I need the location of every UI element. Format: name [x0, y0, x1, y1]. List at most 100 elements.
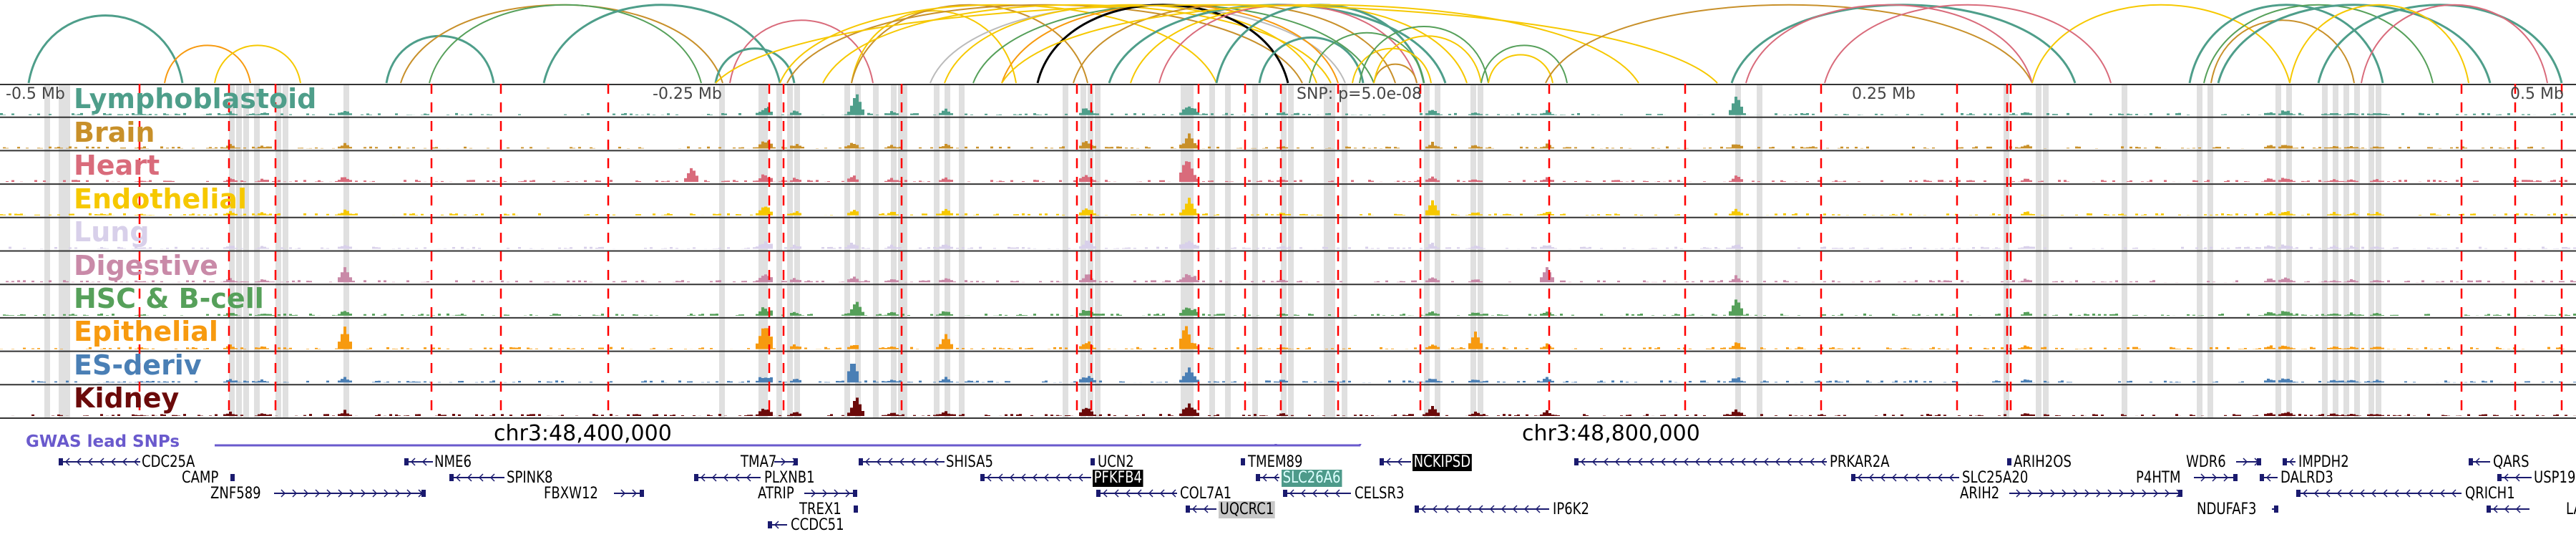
strand-arrow-right-icon: [811, 489, 816, 498]
gene-arih2os[interactable]: ARIH2OS: [2014, 453, 2072, 471]
tick-minus-0.25mb: -0.25 Mb: [653, 85, 722, 103]
strand-arrow-left-icon: [478, 473, 484, 482]
gene-ip6k2[interactable]: IP6K2: [1553, 500, 1589, 518]
gene-ccdc51[interactable]: CCDC51: [791, 516, 844, 534]
interaction-arc: [822, 4, 1332, 84]
gene-uqcrc1[interactable]: UQCRC1: [1219, 500, 1276, 518]
strand-arrow-right-icon: [338, 489, 343, 498]
strand-arrow-left-icon: [2405, 489, 2411, 498]
strand-arrow-left-icon: [1102, 489, 1108, 498]
interaction-arc: [1258, 37, 1365, 84]
strand-arrow-left-icon: [711, 473, 717, 482]
gene-model: [1241, 458, 1245, 465]
strand-arrow-left-icon: [922, 458, 927, 466]
gene-usp19[interactable]: USP19: [2534, 469, 2576, 487]
gene-model: [1851, 473, 1959, 482]
strand-arrow-left-icon: [1786, 458, 1792, 466]
strand-arrow-right-icon: [792, 458, 798, 466]
strand-arrow-left-icon: [421, 458, 427, 466]
gene-cdc25a[interactable]: CDC25A: [142, 453, 195, 471]
gene-qars[interactable]: QARS: [2493, 453, 2529, 471]
gene-celsr3[interactable]: CELSR3: [1355, 485, 1405, 503]
interaction-arc: [2217, 4, 2492, 84]
gene-ucn2[interactable]: UCN2: [1098, 453, 1134, 471]
gene-model: [1283, 489, 1351, 498]
gene-shisa5[interactable]: SHISA5: [946, 453, 993, 471]
gene-model: [2236, 458, 2261, 466]
strand-arrow-left-icon: [2394, 489, 2399, 498]
strand-arrow-left-icon: [1055, 473, 1060, 482]
strand-arrow-left-icon: [1171, 489, 1176, 498]
interaction-arc: [214, 44, 301, 84]
gene-fbxw12[interactable]: FBXW12: [544, 485, 598, 503]
gene-nckipsd[interactable]: NCKIPSD: [1413, 453, 1472, 471]
gene-impdh2[interactable]: IMPDH2: [2298, 453, 2349, 471]
interaction-arc: [164, 44, 251, 84]
gene-model: [2283, 458, 2296, 466]
strand-arrow-left-icon: [1323, 489, 1329, 498]
gene-znf589[interactable]: ZNF589: [210, 485, 261, 503]
strand-arrow-left-icon: [986, 473, 992, 482]
strand-arrow-left-icon: [1032, 473, 1038, 482]
gene-pfkfb4[interactable]: PFKFB4: [1093, 469, 1143, 487]
strand-arrow-left-icon: [700, 473, 706, 482]
strand-arrow-left-icon: [1926, 473, 1931, 482]
strand-arrow-left-icon: [1125, 489, 1131, 498]
strand-arrow-left-icon: [2382, 489, 2388, 498]
gene-tmem89[interactable]: TMEM89: [1248, 453, 1303, 471]
strand-arrow-left-icon: [2515, 505, 2521, 513]
strand-arrow-left-icon: [1948, 473, 1954, 482]
gene-exon: [853, 490, 857, 497]
strand-arrow-left-icon: [1159, 489, 1165, 498]
strand-arrow-left-icon: [467, 473, 472, 482]
strand-arrow-left-icon: [723, 473, 728, 482]
gene-ndufaf3[interactable]: NDUFAF3: [2197, 500, 2257, 518]
gene-col7a1[interactable]: COL7A1: [1180, 485, 1232, 503]
strand-arrow-right-icon: [372, 489, 378, 498]
gene-exon: [2283, 458, 2287, 465]
strand-arrow-right-icon: [2096, 489, 2102, 498]
strand-arrow-right-icon: [384, 489, 389, 498]
strand-arrow-left-icon: [1385, 458, 1391, 466]
interaction-arc: [1373, 63, 1418, 84]
gene-prkar2a[interactable]: PRKAR2A: [1830, 453, 1890, 471]
strand-arrow-left-icon: [1289, 489, 1294, 498]
strand-arrow-left-icon: [2302, 489, 2308, 498]
gene-lamb2[interactable]: LAMB2: [2566, 500, 2576, 518]
strand-arrow-left-icon: [1809, 458, 1815, 466]
gene-atrip[interactable]: ATRIP: [758, 485, 794, 503]
strand-arrow-right-icon: [292, 489, 298, 498]
strand-arrow-left-icon: [455, 473, 461, 482]
gene-exon: [2497, 474, 2502, 481]
strand-arrow-left-icon: [1443, 505, 1449, 513]
gene-dalrd3[interactable]: DALRD3: [2280, 469, 2333, 487]
gene-slc26a6[interactable]: SLC26A6: [1282, 469, 1342, 487]
strand-arrow-left-icon: [1113, 489, 1119, 498]
gene-model: [1186, 505, 1216, 513]
strand-arrow-left-icon: [1660, 458, 1666, 466]
gene-p4htm[interactable]: P4HTM: [2136, 469, 2181, 487]
gene-wdr6[interactable]: WDR6: [2186, 453, 2226, 471]
track-label-heart: Heart: [74, 150, 160, 181]
gene-qrich1[interactable]: QRICH1: [2465, 485, 2515, 503]
gene-tma7[interactable]: TMA7: [741, 453, 777, 471]
gene-arih2[interactable]: ARIH2: [1960, 485, 2000, 503]
strand-arrow-left-icon: [1914, 473, 1920, 482]
strand-arrow-left-icon: [1717, 458, 1723, 466]
gene-spink8[interactable]: SPINK8: [507, 469, 553, 487]
strand-arrow-left-icon: [1512, 505, 1518, 513]
gene-trex1[interactable]: TREX1: [799, 500, 841, 518]
strand-arrow-left-icon: [1880, 473, 1885, 482]
gene-camp[interactable]: CAMP: [182, 469, 219, 487]
gene-model: [1415, 505, 1549, 513]
strand-arrow-right-icon: [2027, 489, 2033, 498]
gene-plxnb1[interactable]: PLXNB1: [764, 469, 815, 487]
gene-slc25a20[interactable]: SLC25A20: [1962, 469, 2029, 487]
interaction-arc: [729, 19, 874, 84]
strand-arrow-left-icon: [1489, 505, 1495, 513]
gene-nme6[interactable]: NME6: [434, 453, 472, 471]
strand-arrow-left-icon: [1614, 458, 1620, 466]
strand-arrow-right-icon: [632, 489, 638, 498]
strand-arrow-left-icon: [122, 458, 127, 466]
gene-exon: [1574, 458, 1579, 465]
